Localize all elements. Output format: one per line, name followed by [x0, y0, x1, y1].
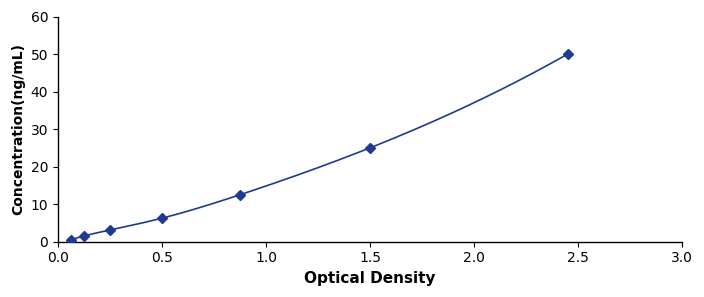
- X-axis label: Optical Density: Optical Density: [304, 271, 436, 286]
- Y-axis label: Concentration(ng/mL): Concentration(ng/mL): [11, 43, 25, 215]
